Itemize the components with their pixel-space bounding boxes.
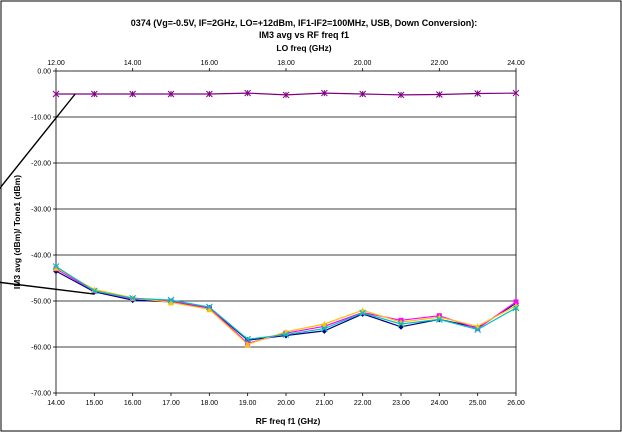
top-x-tick-label: 14.00 (124, 60, 142, 67)
top-x-tick-label: 22.00 (431, 60, 449, 67)
series-4-marker (282, 331, 290, 339)
y-tick-label: -10.00 (31, 115, 51, 122)
series-0-marker (435, 91, 443, 98)
series-0-marker (320, 89, 328, 97)
x-axis-label: RF freq f1 (GHz) (256, 416, 321, 426)
series-3-marker (53, 264, 59, 271)
y-tick-label: -50.00 (31, 299, 51, 306)
series-4-marker (359, 309, 367, 317)
series-3-marker (321, 321, 328, 327)
series-0-marker (90, 90, 98, 98)
series-0-marker (512, 89, 520, 97)
x-tick-label: 14.00 (47, 400, 65, 407)
series-0 (52, 89, 520, 99)
y-tick-label: -70.00 (31, 391, 51, 398)
x-tick-label: 16.00 (124, 400, 142, 407)
x-tick-label: 26.00 (507, 400, 525, 407)
series-4-marker (512, 304, 520, 312)
series-3-marker (206, 306, 213, 313)
series-0-marker (205, 90, 213, 98)
series-4-marker (129, 294, 137, 302)
x-tick-label: 25.00 (469, 400, 487, 407)
y-tick-label: -60.00 (31, 345, 51, 352)
x-tick-label: 22.00 (354, 400, 372, 407)
series-3-marker (168, 299, 174, 306)
series-0-marker (474, 90, 482, 97)
series-0-marker (397, 91, 405, 99)
y-tick-label: 0.00 (37, 69, 51, 76)
annotation-arrow (0, 281, 95, 295)
series-4-marker (52, 263, 60, 270)
top-x-tick-label: 12.00 (47, 60, 65, 67)
series-4-marker (90, 287, 98, 295)
series-2-marker (513, 299, 519, 305)
series-0-marker (244, 89, 252, 97)
top-x-tick-label: 16.00 (201, 60, 219, 67)
x-tick-label: 24.00 (431, 400, 449, 407)
annotations (0, 93, 95, 295)
series-3-marker (244, 341, 251, 348)
series-4-marker (320, 325, 328, 333)
x-tick-label: 15.00 (86, 400, 104, 407)
series-0-marker (359, 90, 367, 98)
top-x-tick-label: 18.00 (277, 60, 295, 67)
x-tick-label: 17.00 (162, 400, 180, 407)
top-axis-label: LO freq (GHz) (276, 43, 331, 53)
top-x-tick-label: 20.00 (354, 60, 372, 67)
series-4-marker (167, 296, 175, 304)
series-0-marker (52, 90, 60, 98)
annotation-arrow (0, 93, 76, 190)
x-tick-label: 19.00 (239, 400, 257, 407)
series-4-marker (244, 335, 252, 343)
x-tick-label: 23.00 (392, 400, 410, 407)
series-4-marker (397, 320, 405, 328)
chart-title-line-2: IM3 avg vs RF freq f1 (259, 30, 349, 40)
series-0-marker (282, 91, 290, 99)
series-4-marker (205, 303, 213, 311)
series-4-marker (474, 326, 482, 333)
x-tick-label: 21.00 (316, 400, 334, 407)
series-4 (52, 263, 520, 343)
y-axis-label: IM3 avg (dBm)/ Tone1 (dBm) (12, 175, 22, 289)
y-tick-label: -30.00 (31, 207, 51, 214)
y-tick-label: -40.00 (31, 253, 51, 260)
chart-title-line-1: 0374 (Vg=-0.5V, IF=2GHz, LO=+12dBm, IF1-… (131, 18, 478, 28)
y-tick-label: -20.00 (31, 161, 51, 168)
x-tick-label: 20.00 (277, 400, 295, 407)
top-x-tick-label: 24.00 (507, 60, 525, 67)
series-4-marker (435, 315, 443, 323)
series-0-marker (167, 90, 175, 98)
axis-ticks: 0.00 -10.00 -20.00 -30.00 -40.00 -50.00 -60.00… (31, 60, 525, 407)
series-0-marker (129, 90, 137, 98)
series-layer (52, 89, 520, 348)
x-tick-label: 18.00 (201, 400, 219, 407)
